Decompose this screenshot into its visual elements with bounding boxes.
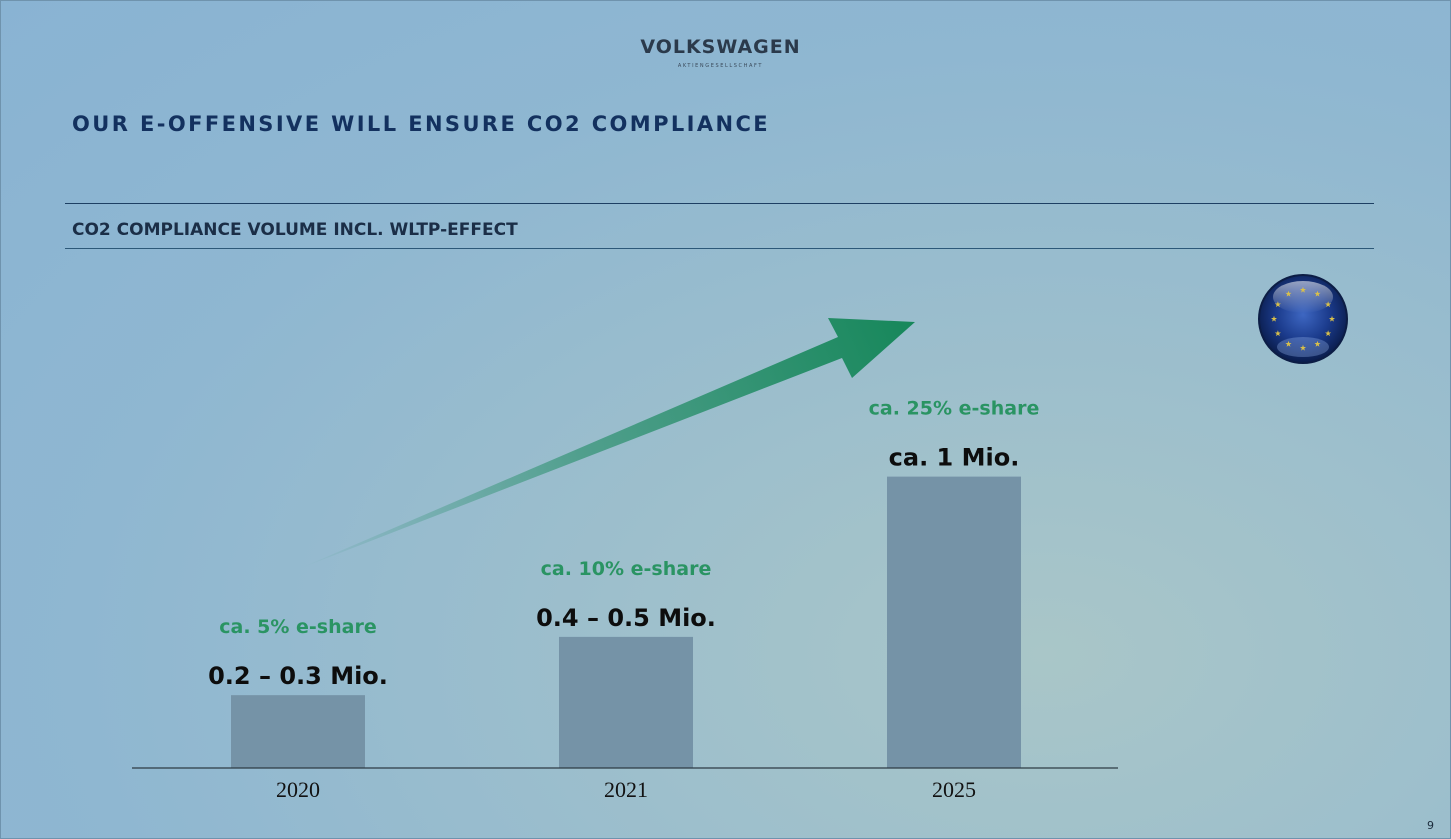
brand-subtitle: AKTIENGESELLSCHAFT <box>677 63 764 69</box>
bar-2025 <box>887 476 1021 768</box>
bar-2020 <box>231 695 365 768</box>
flag-star <box>1325 301 1332 308</box>
flag-star <box>1328 315 1336 322</box>
page-number: 9 <box>1427 819 1434 832</box>
value-label-2025: ca. 1 Mio. <box>889 444 1020 472</box>
x-tick-label-2020: 2020 <box>276 777 320 802</box>
eshare-label-2025: ca. 25% e-share <box>869 398 1040 420</box>
flag-star <box>1299 286 1307 293</box>
brand-name: VOLKSWAGEN <box>640 36 801 58</box>
value-label-2021: 0.4 – 0.5 Mio. <box>536 604 716 632</box>
flag-star <box>1274 301 1281 308</box>
slide-title: OUR E-OFFENSIVE WILL ENSURE CO2 COMPLIAN… <box>72 112 771 136</box>
flag-star <box>1325 330 1332 337</box>
flag-star <box>1314 340 1321 347</box>
x-tick-label-2025: 2025 <box>932 777 976 802</box>
flag-star <box>1285 290 1292 297</box>
flag-star <box>1299 344 1307 351</box>
x-tick-label-2021: 2021 <box>604 777 648 802</box>
growth-arrow-icon <box>296 318 915 570</box>
divider-top <box>65 203 1374 204</box>
divider-bottom <box>65 248 1374 249</box>
flag-star <box>1314 290 1321 297</box>
flag-star <box>1274 330 1281 337</box>
eshare-label-2021: ca. 10% e-share <box>541 558 712 580</box>
eu-flag-sphere-icon <box>1258 274 1348 364</box>
eshare-label-2020: ca. 5% e-share <box>219 616 376 638</box>
value-label-2020: 0.2 – 0.3 Mio. <box>208 662 388 690</box>
chart-title: CO2 COMPLIANCE VOLUME INCL. WLTP-EFFECT <box>72 220 518 240</box>
flag-star <box>1270 315 1278 322</box>
brand-logo: VOLKSWAGEN AKTIENGESELLSCHAFT <box>0 36 1441 69</box>
flag-star <box>1285 340 1292 347</box>
bar-2021 <box>559 636 693 768</box>
